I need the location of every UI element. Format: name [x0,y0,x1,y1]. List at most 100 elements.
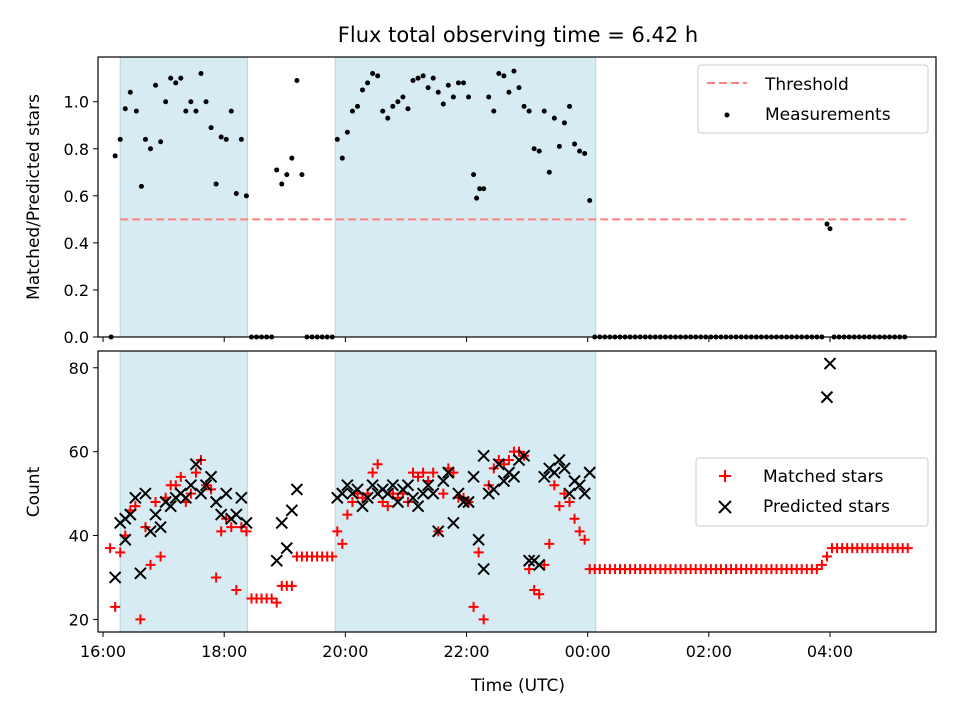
predicted-star-marker [351,483,364,496]
matched-star-marker [539,559,550,570]
predicted-star-marker [108,571,122,584]
predicted-star-marker [472,533,485,546]
matched-star-marker [544,538,555,549]
matched-star-marker [135,614,146,625]
y-tick-label: 0.4 [64,234,89,253]
measurement-point [112,153,118,159]
x-tick-label: 18:00 [201,642,247,661]
matched-star-marker [478,614,489,625]
legend-predicted-label: Predicted stars [763,497,890,517]
measurement-point [506,89,512,95]
matched-star-marker [428,467,439,478]
predicted-star-marker [149,508,162,521]
predicted-star-marker [204,470,218,484]
matched-star-marker [438,488,449,499]
measurement-point [365,80,371,86]
measurement-point [496,70,502,76]
predicted-star-marker [426,487,440,500]
measurement-point [289,155,295,161]
measurement-point [274,167,280,173]
measurement-point [440,101,446,107]
matched-star-marker [534,589,545,600]
count-plot-frame [97,350,937,633]
predicted-star-marker [209,495,223,509]
predicted-star-marker [538,470,551,484]
count-panel: 20 40 60 80 16:00 18:00 20:00 22:00 00:00 02:00 0… [24,350,937,661]
matched-star-marker [821,551,832,562]
measurement-point [284,172,290,178]
count-marks [105,357,913,625]
matched-star-marker [564,496,575,507]
x-tick-label: 16:00 [80,642,126,661]
measurement-point [450,94,456,100]
measurement-point [188,99,194,105]
measurement-point [455,80,461,86]
measurement-point [827,226,833,232]
measurement-point [354,103,360,109]
matched-star-marker [408,467,419,478]
count-legend-box [695,457,929,527]
predicted-star-marker [285,504,299,517]
measurement-point [218,134,224,140]
matched-star-marker [811,564,822,575]
predicted-star-marker [401,479,415,492]
measurement-point [238,136,244,142]
matched-star-marker [529,585,540,596]
measurement-point [577,148,583,154]
measurement-point [375,73,381,79]
observing-periods [119,56,597,338]
x-tick-label: 04:00 [807,642,853,661]
matched-star-marker [145,559,156,570]
legend-predicted-marker [718,500,732,514]
measurement-point [474,195,480,201]
ratio-plot-frame [97,56,937,338]
matched-star-marker [155,551,166,562]
matched-star-marker [266,593,277,604]
x-axis-label: Time (UTC) [470,676,565,696]
count-y-axis: 20 40 60 80 [69,359,98,629]
matched-star-marker [367,467,378,478]
observing-period-band [334,56,597,338]
count-y-label: Count [24,466,44,517]
measurement-point [420,73,426,79]
predicted-star-marker [477,562,490,576]
matched-star-marker [448,467,459,478]
measurement-point [567,103,573,109]
predicted-star-marker [447,516,460,530]
predicted-star-marker [235,491,248,504]
predicted-star-marker [558,462,571,475]
legend-measurements-marker [724,112,730,118]
x-tick-label: 00:00 [565,642,611,661]
count-x-axis: 16:00 18:00 20:00 22:00 00:00 02:00 04:00 [80,632,853,661]
measurement-point [243,193,249,199]
measurement-point [477,186,483,192]
legend-measurements-label: Measurements [765,105,891,125]
predicted-star-marker [124,508,137,521]
predicted-star-marker [497,474,511,488]
measurement-point [572,141,578,147]
matched-star-marker [110,601,121,612]
measurement-point [501,73,507,79]
measurement-point [228,108,234,114]
y-tick-label: 20 [69,610,89,629]
matched-star-marker [473,547,484,558]
predicted-star-marker [432,525,445,538]
measurement-point [349,108,355,114]
predicted-star-marker [583,466,596,479]
measurement-point [122,106,128,112]
measurement-point [339,155,345,161]
predicted-star-marker [548,466,561,479]
predicted-star-marker [119,533,132,546]
measurement-point [299,172,305,178]
matched-star-marker [569,513,580,524]
y-tick-label: 1.0 [64,93,89,112]
measurement-point [415,75,421,81]
predicted-star-marker [391,495,405,509]
predicted-star-marker [386,479,400,492]
measurement-point [158,139,164,145]
predicted-star-marker [366,479,379,492]
predicted-star-marker [563,487,576,500]
measurement-point [294,78,300,84]
predicted-star-marker [820,390,834,404]
measurement-point [824,221,830,227]
